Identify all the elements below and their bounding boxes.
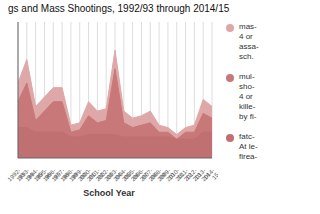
svg-text:2014-15: 2014-15 [201, 167, 218, 187]
